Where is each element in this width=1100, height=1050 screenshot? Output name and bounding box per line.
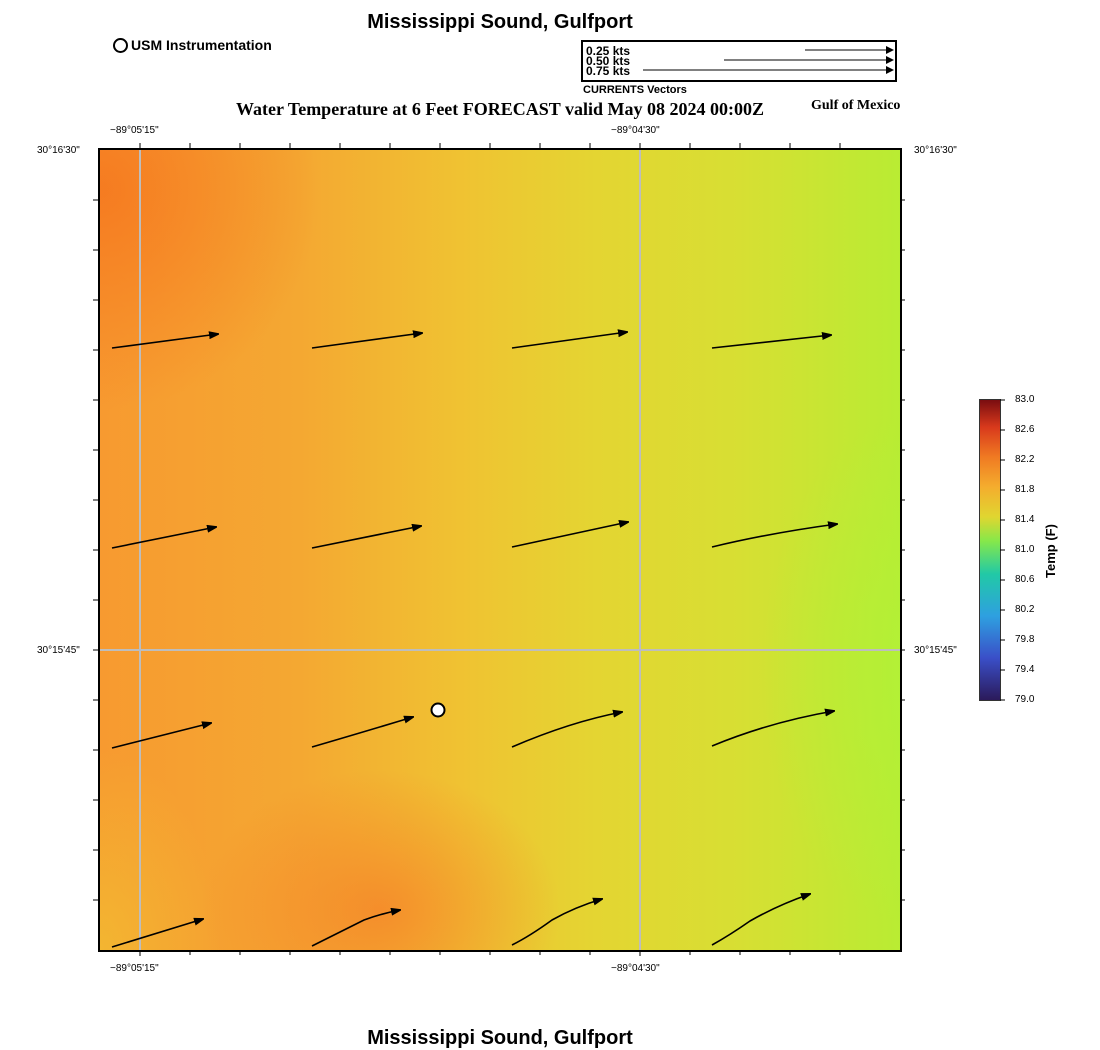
right-lat-tick-2: 30°15'45" — [914, 645, 957, 656]
bottom-lon-tick-1: −89°05'15" — [110, 963, 159, 974]
temperature-colorbar — [979, 399, 1001, 701]
footer-title: Mississippi Sound, Gulfport — [367, 1027, 633, 1049]
colorbar-tick-label: 79.0 — [1015, 694, 1035, 705]
current-vector — [111, 919, 203, 948]
current-vector — [111, 723, 211, 749]
usm-instrument-marker[interactable] — [430, 702, 446, 718]
vector-scale-label-1: 0.25 kts — [586, 44, 631, 58]
current-vector — [711, 894, 810, 946]
usm-marker-icon — [113, 37, 128, 53]
current-vector — [311, 910, 400, 947]
current-vector — [311, 717, 413, 748]
colorbar-tick-label: 81.8 — [1015, 484, 1035, 495]
colorbar-tick-label: 82.2 — [1015, 454, 1035, 465]
colorbar-tick-label: 79.8 — [1015, 634, 1035, 645]
current-vector — [511, 332, 627, 349]
temperature-map[interactable] — [98, 148, 902, 952]
current-vector — [511, 522, 628, 548]
colorbar-tick-label: 83.0 — [1015, 394, 1035, 405]
current-vector — [311, 333, 422, 349]
vector-scale-label-3: 0.75 kts — [586, 64, 631, 78]
colorbar-tick-label: 80.6 — [1015, 574, 1035, 585]
colorbar-tick-label: 82.6 — [1015, 424, 1035, 435]
map-overlay — [100, 150, 900, 950]
colorbar-tick-label: 80.2 — [1015, 604, 1035, 615]
usm-legend: USM Instrumentation — [113, 37, 272, 53]
current-vector — [111, 334, 218, 349]
vector-scale-arrows — [643, 46, 894, 74]
vector-caption: CURRENTS Vectors — [583, 84, 687, 96]
left-lat-tick-2: 30°15'45" — [37, 645, 80, 656]
bottom-lon-tick-2: −89°04'30" — [611, 963, 660, 974]
current-vector — [711, 335, 831, 349]
current-vector — [511, 712, 622, 748]
top-lon-tick-1: −89°05'15" — [110, 125, 159, 136]
current-vector — [511, 899, 602, 946]
colorbar-tick-label: 81.4 — [1015, 514, 1035, 525]
colorbar-label: Temp (F) — [1043, 524, 1058, 578]
current-vector — [711, 524, 837, 548]
current-vector — [711, 711, 834, 747]
current-vector — [111, 527, 216, 549]
map-subtitle: Water Temperature at 6 Feet FORECAST val… — [236, 99, 764, 119]
top-lon-tick-2: −89°04'30" — [611, 125, 660, 136]
right-lat-tick-1: 30°16'30" — [914, 145, 957, 156]
region-label: Gulf of Mexico — [811, 98, 901, 113]
colorbar-tick-label: 79.4 — [1015, 664, 1035, 675]
map-title: Mississippi Sound, Gulfport — [367, 11, 633, 33]
colorbar-tick-label: 81.0 — [1015, 544, 1035, 555]
usm-legend-label: USM Instrumentation — [131, 37, 272, 53]
vector-scale-legend: 0.25 kts 0.50 kts 0.75 kts — [581, 40, 897, 82]
vector-scale-label-2: 0.50 kts — [586, 54, 631, 68]
current-vector — [311, 526, 421, 549]
left-lat-tick-1: 30°16'30" — [37, 145, 80, 156]
